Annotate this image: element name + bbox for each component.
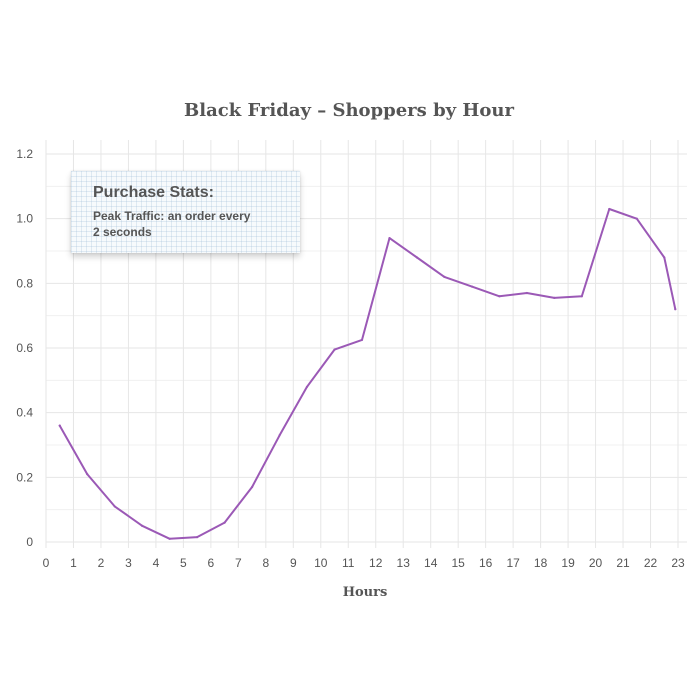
x-tick-label: 10: [314, 556, 328, 570]
x-axis-ticks: 0 1 2 3 4 5 6 7 8 9 10 11 12 13 14 15 16 17 18 19 20 21 22 23: [43, 556, 685, 570]
data-point: [415, 256, 419, 259]
x-tick-label: 17: [506, 556, 520, 570]
data-point: [443, 275, 446, 278]
x-axis-title: Hours: [343, 585, 388, 600]
x-tick-label: 3: [125, 556, 132, 570]
data-point: [223, 521, 226, 524]
x-tick-label: 9: [290, 556, 297, 570]
x-tick-label: 22: [644, 556, 658, 570]
note-line-1: Peak Traffic: an order every: [93, 209, 251, 223]
x-tick-label: 6: [208, 556, 215, 570]
x-tick-label: 21: [616, 556, 630, 570]
x-tick-label: 5: [180, 556, 187, 570]
x-tick-label: 12: [369, 556, 383, 570]
data-point: [278, 434, 281, 437]
x-tick-label: 7: [235, 556, 242, 570]
x-tick-label: 0: [43, 556, 50, 570]
x-tick-label: 13: [397, 556, 411, 570]
data-point: [250, 485, 254, 489]
series-line: [58, 208, 677, 540]
series-layer: [58, 207, 677, 540]
chart-title: Black Friday – Shoppers by Hour: [184, 100, 514, 121]
data-point: [360, 338, 364, 342]
data-point: [470, 285, 474, 288]
note-body: Peak Traffic: an order every 2 seconds: [93, 208, 286, 240]
purchase-stats-note: Purchase Stats: Peak Traffic: an order e…: [71, 171, 300, 253]
x-tick-label: 20: [589, 556, 603, 570]
y-tick-label: 0.2: [16, 470, 33, 484]
data-point: [333, 348, 336, 351]
data-point: [674, 308, 677, 311]
x-tick-label: 1: [70, 556, 77, 570]
y-tick-label: 0.8: [16, 276, 33, 290]
data-point: [86, 473, 89, 476]
x-tick-label: 15: [451, 556, 465, 570]
x-tick-label: 11: [342, 556, 355, 570]
data-point: [580, 295, 583, 298]
x-tick-label: 8: [262, 556, 269, 570]
x-tick-label: 2: [98, 556, 105, 570]
y-tick-label: 1.0: [16, 212, 33, 226]
x-tick-label: 4: [153, 556, 160, 570]
data-point: [305, 385, 309, 388]
data-point: [553, 296, 556, 299]
data-point: [196, 536, 199, 539]
data-point: [635, 217, 638, 220]
note-title: Purchase Stats:: [93, 184, 214, 201]
y-tick-label: 0: [26, 535, 33, 549]
x-tick-label: 14: [424, 556, 438, 570]
data-point: [141, 524, 144, 527]
x-tick-label: 16: [479, 556, 493, 570]
data-point: [113, 505, 116, 508]
data-point: [388, 236, 391, 240]
note-line-2: 2 seconds: [93, 225, 152, 239]
y-tick-label: 0.4: [16, 406, 33, 420]
data-point: [663, 256, 666, 259]
data-point: [525, 291, 528, 295]
y-tick-label: 1.2: [16, 147, 33, 161]
x-tick-label: 19: [561, 556, 575, 570]
data-point: [168, 537, 171, 540]
y-axis-ticks: 0 0.2 0.4 0.6 0.8 1.0 1.2: [16, 147, 33, 549]
data-point: [498, 295, 501, 298]
x-tick-label: 23: [671, 556, 685, 570]
data-point: [58, 424, 61, 427]
data-point: [608, 207, 611, 211]
x-tick-label: 18: [534, 556, 548, 570]
y-tick-label: 0.6: [16, 341, 33, 355]
